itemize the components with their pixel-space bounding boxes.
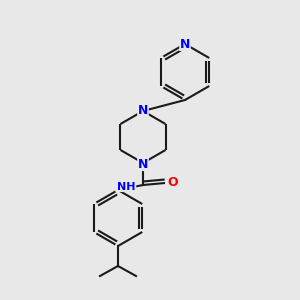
Text: O: O (168, 176, 178, 190)
Text: N: N (180, 38, 190, 50)
Text: N: N (138, 158, 148, 170)
Text: N: N (138, 103, 148, 116)
Text: NH: NH (117, 182, 136, 191)
